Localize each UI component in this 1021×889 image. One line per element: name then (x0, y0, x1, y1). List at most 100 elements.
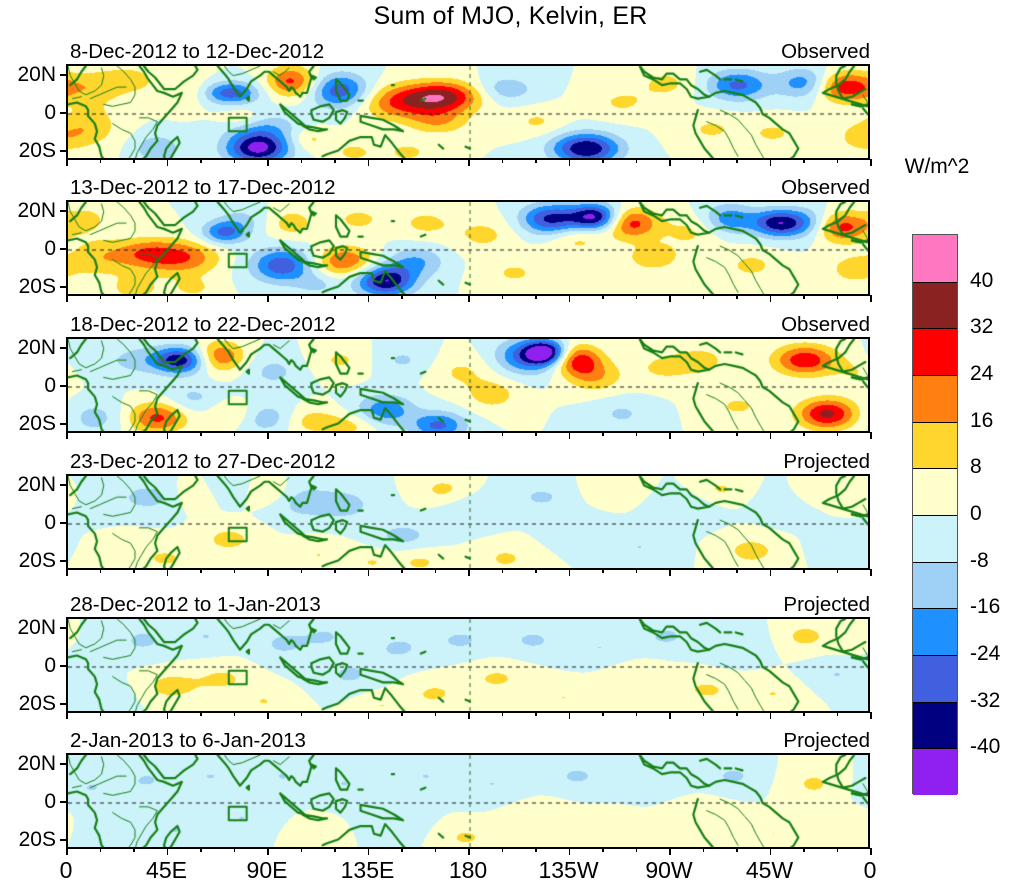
contour-field (68, 202, 868, 294)
x-axis-label: 135E (340, 857, 395, 883)
x-axis-tick (803, 159, 805, 163)
y-axis-label: 20S (18, 828, 56, 852)
x-axis-tick (401, 712, 403, 716)
x-axis-tick (66, 295, 68, 302)
x-axis-tick (166, 432, 168, 439)
x-axis-tick (769, 712, 771, 719)
x-axis-tick (401, 569, 403, 573)
panel-status: Observed (781, 313, 870, 336)
x-axis-tick (233, 712, 235, 716)
y-axis-label: 20N (17, 472, 56, 496)
colorbar-swatch (913, 561, 957, 609)
x-axis-tick (501, 848, 503, 852)
y-axis-label: 20S (18, 275, 56, 299)
x-axis-tick (200, 569, 202, 573)
x-axis-tick (568, 295, 570, 302)
x-axis-tick (468, 712, 470, 719)
x-axis-tick (803, 848, 805, 852)
x-axis-tick (434, 159, 436, 163)
x-axis-tick (166, 159, 168, 166)
x-axis-tick (602, 712, 604, 716)
x-axis-tick (870, 159, 872, 166)
figure-title: Sum of MJO, Kelvin, ER (373, 2, 648, 30)
colorbar-tick-label: -32 (970, 688, 1001, 712)
y-axis-tick (60, 839, 66, 842)
colorbar-tick-label: -8 (970, 548, 989, 572)
x-axis-tick (200, 432, 202, 436)
colorbar-tick-label: 16 (970, 408, 994, 432)
x-axis-tick (401, 295, 403, 299)
colorbar-tick-label: -24 (970, 642, 1001, 665)
x-axis-tick (870, 712, 872, 719)
x-axis-tick (803, 295, 805, 299)
panel-status: Observed (781, 40, 870, 63)
x-axis-tick (635, 569, 637, 573)
x-axis-tick (334, 712, 336, 716)
y-axis-label: 20N (17, 615, 56, 639)
x-axis-tick (334, 159, 336, 163)
contour-field (68, 339, 868, 431)
map-panel (66, 200, 870, 296)
y-axis-label: 20N (17, 335, 56, 359)
x-axis-tick (669, 712, 671, 719)
x-axis-tick (367, 569, 369, 576)
colorbar-swatch (913, 281, 957, 329)
x-axis-tick (669, 159, 671, 166)
x-axis-tick (434, 712, 436, 716)
panel-date-range: 23-Dec-2012 to 27-Dec-2012 (70, 450, 336, 473)
x-axis-label: 90E (246, 857, 288, 883)
x-axis-tick (267, 848, 269, 855)
x-axis-tick (602, 569, 604, 573)
x-axis-tick (166, 712, 168, 719)
x-axis-tick (367, 432, 369, 439)
colorbar-swatch (913, 748, 957, 795)
colorbar-swatch (913, 514, 957, 562)
x-axis-tick (836, 159, 838, 163)
x-axis-tick (66, 569, 68, 576)
x-axis-tick (334, 295, 336, 299)
x-axis-tick (702, 432, 704, 436)
x-axis-tick (736, 432, 738, 436)
x-axis-tick (702, 712, 704, 716)
y-axis-label: 20N (17, 751, 56, 775)
colorbar-swatch (913, 701, 957, 749)
x-axis-tick (166, 848, 168, 855)
x-axis-tick (870, 295, 872, 302)
x-axis-tick (870, 569, 872, 576)
map-panel (66, 617, 870, 713)
x-axis-tick (267, 712, 269, 719)
y-axis-label: 20S (18, 692, 56, 716)
y-axis-label: 20S (18, 549, 56, 573)
x-axis-tick (401, 848, 403, 852)
x-axis-tick (300, 432, 302, 436)
x-axis-tick (769, 295, 771, 302)
y-axis-label: 0 (44, 374, 56, 397)
x-axis-label: 0 (863, 857, 877, 883)
x-axis-tick (233, 848, 235, 852)
y-axis-label: 0 (44, 101, 56, 124)
colorbar-swatch (913, 654, 957, 702)
x-axis-tick (836, 848, 838, 852)
x-axis-tick (568, 712, 570, 719)
x-axis-tick (568, 159, 570, 166)
y-axis-tick (60, 762, 66, 765)
y-axis-tick (60, 112, 66, 114)
x-axis-tick (468, 295, 470, 302)
panel-status: Projected (783, 729, 870, 752)
x-axis-tick (669, 295, 671, 302)
panel-date-range: 8-Dec-2012 to 12-Dec-2012 (70, 40, 325, 63)
x-axis-tick (367, 848, 369, 855)
x-axis-tick (568, 569, 570, 576)
x-axis-tick (334, 848, 336, 852)
x-axis-tick (602, 159, 604, 163)
x-axis-label: 90W (645, 857, 693, 883)
y-axis-tick (60, 423, 66, 426)
y-axis-tick (60, 801, 66, 803)
x-axis-tick (736, 295, 738, 299)
colorbar-swatch (913, 374, 957, 422)
x-axis-tick (736, 569, 738, 573)
x-axis-tick (133, 432, 135, 436)
y-axis-tick (60, 209, 66, 212)
y-axis-tick (60, 703, 66, 706)
x-axis-tick (836, 569, 838, 573)
